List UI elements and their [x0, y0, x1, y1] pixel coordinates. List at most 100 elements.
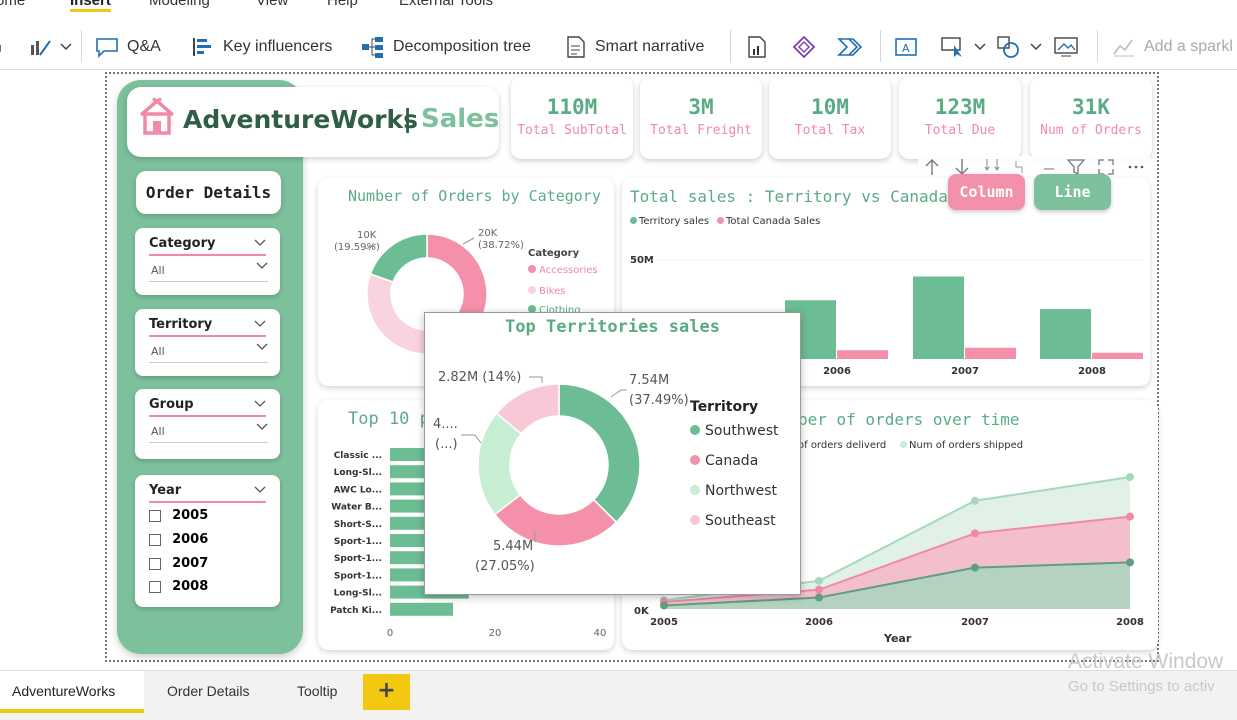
- donut-slice-southeast[interactable]: [495, 383, 560, 435]
- data-point[interactable]: [815, 585, 823, 594]
- tab-help[interactable]: Help: [327, 0, 358, 9]
- decomposition-tree-button[interactable]: Decomposition tree: [361, 33, 531, 61]
- tab-external-tools[interactable]: External Tools: [399, 0, 493, 9]
- focus-mode-icon[interactable]: [1096, 157, 1116, 177]
- legend-label: Total Canada Sales: [726, 216, 821, 227]
- checkbox[interactable]: [149, 557, 161, 570]
- legend-item[interactable]: Clothing: [528, 305, 581, 316]
- qa-button[interactable]: Q&A: [95, 33, 161, 61]
- column-button[interactable]: Column: [948, 174, 1025, 210]
- power-apps-button[interactable]: [792, 33, 816, 61]
- year-option[interactable]: 2006: [149, 529, 208, 548]
- checkbox[interactable]: [149, 509, 161, 522]
- page-tab-label: Tooltip: [297, 683, 338, 699]
- legend-item[interactable]: Total Canada Sales: [717, 216, 820, 227]
- legend-item[interactable]: Canada: [690, 453, 758, 469]
- line-button[interactable]: Line: [1034, 174, 1111, 210]
- bar-territory-sales[interactable]: [913, 276, 964, 360]
- key-influencers-button[interactable]: Key influencers: [191, 33, 332, 61]
- legend-item[interactable]: Territory sales: [630, 216, 709, 227]
- chevron-down-icon[interactable]: [254, 486, 266, 494]
- page-tab-tooltip[interactable]: Tooltip: [270, 671, 362, 713]
- page-tab-label: Order Details: [167, 683, 250, 699]
- product-bar[interactable]: [390, 602, 453, 616]
- bar-canada-sales[interactable]: [837, 350, 888, 359]
- drill-down-icon[interactable]: [982, 157, 1002, 177]
- donut-slice-clothing[interactable]: [369, 233, 428, 283]
- add-page-button[interactable]: +: [363, 674, 410, 710]
- add-sparkline-button[interactable]: Add a sparkl: [1112, 33, 1233, 61]
- category-dropdown[interactable]: All: [149, 260, 268, 282]
- bar-canada-sales[interactable]: [1092, 352, 1143, 359]
- page-tab-label: AdventureWorks: [12, 683, 116, 699]
- text-box-button[interactable]: A: [894, 33, 918, 61]
- x-tick-label: 2007: [961, 617, 989, 628]
- legend-item[interactable]: Bikes: [528, 286, 565, 297]
- checkbox[interactable]: [149, 533, 161, 546]
- legend-item[interactable]: Southeast: [690, 513, 776, 529]
- visual-icon[interactable]: [0, 33, 8, 61]
- bar-canada-sales[interactable]: [965, 347, 1016, 359]
- button-cursor-icon: [941, 37, 962, 57]
- data-point[interactable]: [660, 601, 668, 610]
- donut-slice-southwest[interactable]: [558, 383, 641, 524]
- chevron-down-icon[interactable]: [254, 320, 266, 328]
- chart-pencil-icon: [31, 40, 51, 56]
- legend-item[interactable]: Northwest: [690, 483, 777, 499]
- category-slicer[interactable]: Category All: [135, 228, 280, 295]
- legend-item[interactable]: Accessories: [528, 265, 598, 276]
- data-point[interactable]: [1126, 473, 1134, 481]
- data-point[interactable]: [1126, 512, 1134, 521]
- expand-hierarchy-icon[interactable]: [1012, 157, 1032, 177]
- year-option[interactable]: 2007: [149, 553, 208, 572]
- power-automate-button[interactable]: [837, 33, 863, 61]
- more-options-icon[interactable]: [1126, 157, 1146, 177]
- tab-insert[interactable]: Insert: [70, 0, 111, 12]
- shapes-dropdown[interactable]: [996, 33, 1042, 61]
- smart-narrative-button[interactable]: Smart narrative: [565, 33, 704, 61]
- chevron-down-icon[interactable]: [254, 400, 266, 408]
- checkbox[interactable]: [149, 580, 161, 593]
- territory-dropdown[interactable]: All: [149, 341, 268, 363]
- year-option[interactable]: 2005: [149, 505, 208, 524]
- kpi-card: 31K Num of Orders: [1030, 77, 1152, 159]
- legend-item[interactable]: Num of orders shipped: [900, 440, 1023, 451]
- tab-home[interactable]: ome: [0, 0, 26, 9]
- arrow-up-icon[interactable]: [922, 157, 942, 177]
- pin-icon[interactable]: [1042, 157, 1056, 177]
- legend-label: Accessories: [539, 265, 598, 276]
- page-tab-order-details[interactable]: Order Details: [144, 671, 270, 713]
- data-point[interactable]: [815, 576, 823, 585]
- buttons-dropdown[interactable]: [940, 33, 986, 61]
- format-painter-button[interactable]: [28, 33, 72, 61]
- legend-dot: [690, 515, 700, 525]
- kpi-label: Num of Orders: [1040, 123, 1142, 138]
- territory-slicer[interactable]: Territory All: [135, 309, 280, 376]
- kpi-label: Total Tax: [794, 123, 866, 138]
- x-tick-label: 2006: [805, 617, 833, 628]
- image-button[interactable]: [1053, 33, 1079, 61]
- legend-item[interactable]: Southwest: [690, 423, 779, 439]
- paginated-report-button[interactable]: [746, 33, 768, 61]
- bar-territory-sales[interactable]: [1040, 309, 1091, 359]
- group-dropdown[interactable]: All: [149, 421, 268, 443]
- page-tab-adventureworks[interactable]: AdventureWorks: [0, 671, 144, 713]
- tab-modeling[interactable]: Modeling: [149, 0, 210, 9]
- product-label: Sport-1...: [334, 554, 382, 564]
- header-card: AdventureWorks | Sales: [127, 87, 499, 157]
- data-point[interactable]: [971, 496, 979, 505]
- watermark-line: Activate Window: [1068, 650, 1224, 673]
- tooltip-popup: Top Territories sales 2.82M (14%) 7.54M …: [424, 312, 801, 595]
- data-point[interactable]: [1126, 558, 1134, 567]
- chevron-down-icon[interactable]: [254, 239, 266, 247]
- data-point[interactable]: [971, 563, 979, 572]
- year-option[interactable]: 2008: [149, 576, 208, 595]
- group-slicer[interactable]: Group All: [135, 389, 280, 459]
- data-point[interactable]: [815, 593, 823, 602]
- data-point[interactable]: [971, 529, 979, 538]
- orders-area-chart: 2005 2006 2007 2008: [650, 473, 1144, 628]
- year-slicer[interactable]: Year 2005 2006 2007 2008: [135, 475, 280, 607]
- chart-title: Number of Orders by Category: [348, 187, 601, 205]
- slicer-underline: [149, 415, 266, 417]
- tab-view[interactable]: View: [256, 0, 289, 9]
